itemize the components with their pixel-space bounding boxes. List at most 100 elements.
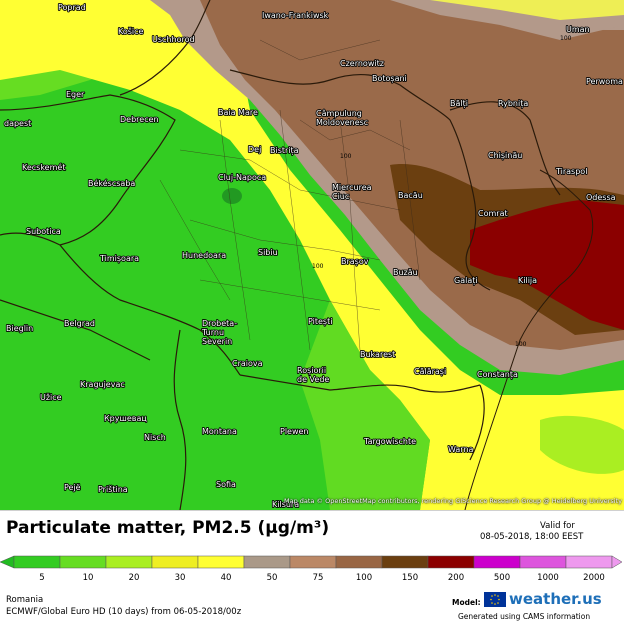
- city-label: Sofia: [216, 480, 236, 489]
- color-legend: 5102030405075100150200500100020003000: [0, 555, 623, 583]
- iso-label: 100: [515, 341, 527, 348]
- legend-swatch: [289, 555, 337, 569]
- legend-swatch: [381, 555, 429, 569]
- legend-tick-label: 500: [494, 573, 510, 583]
- legend-swatch: [473, 555, 521, 569]
- city-label: Nisch: [144, 433, 166, 442]
- city-label: Bieglin: [6, 324, 33, 333]
- legend-tick-label: 10: [83, 573, 94, 583]
- legend-swatch: [197, 555, 245, 569]
- legend-tick-label: 40: [221, 573, 232, 583]
- city-label: Chișinău: [488, 151, 522, 161]
- iso-label: 100: [340, 153, 352, 160]
- city-label: Perwoma: [586, 77, 623, 86]
- legend-tick-label: 5: [39, 573, 44, 583]
- legend-swatch: [13, 555, 61, 569]
- legend-tick-label: 100: [356, 573, 372, 583]
- valid-label: Valid for: [540, 521, 575, 531]
- city-label: Odessa: [586, 193, 616, 202]
- model-run-label: ECMWF/Global Euro HD (10 days) from 06-0…: [6, 607, 242, 617]
- legend-tick-label: 200: [448, 573, 464, 583]
- city-label: Brașov: [341, 257, 369, 267]
- legend-tick-label: 1000: [537, 573, 559, 583]
- cams-credit: Generated using CAMS information: [458, 612, 591, 621]
- city-label: Buzău: [393, 268, 418, 277]
- legend-swatch: [105, 555, 153, 569]
- city-label: Kilija: [518, 276, 537, 285]
- zone-yellow: [0, 0, 624, 510]
- city-label: Bistrița: [270, 146, 299, 156]
- iso-label: 100: [560, 35, 572, 42]
- region-label: Romania: [6, 595, 44, 605]
- city-label: Galați: [454, 276, 478, 286]
- city-label: Pitești: [308, 317, 332, 327]
- city-label: Plewen: [280, 427, 309, 436]
- city-label: Warna: [448, 445, 474, 454]
- map-attribution: Map data © OpenStreetMap contributors, r…: [284, 497, 622, 505]
- city-label: Bukarest: [360, 350, 395, 359]
- legend-tick-label: 30: [175, 573, 186, 583]
- zone-yellow-northeast: [430, 0, 624, 20]
- city-label: Targowischte: [363, 437, 416, 446]
- city-label: Belgrad: [64, 319, 95, 328]
- city-label: Câmpulung Moldovenesc: [316, 109, 368, 127]
- legend-tick-label: 20: [129, 573, 140, 583]
- brand-logo[interactable]: weather.us: [509, 590, 602, 608]
- legend-swatch: [519, 555, 567, 569]
- city-label: Subotica: [26, 227, 61, 236]
- city-label: Uman: [566, 25, 590, 34]
- coastline: [464, 169, 594, 510]
- admin-lines: [159, 39, 421, 351]
- city-label: Kecskemét: [22, 162, 65, 172]
- model-label: Model:: [452, 598, 481, 607]
- city-label: Călărași: [414, 367, 446, 377]
- zone-dark-green-spot: [222, 188, 242, 204]
- zone-light-green-south: [300, 300, 430, 510]
- legend-tick-label: 75: [313, 573, 324, 583]
- legend-swatch: [59, 555, 107, 569]
- zone-maroon: [470, 200, 624, 330]
- city-label: Užice: [40, 393, 62, 402]
- city-label: Comrat: [478, 209, 508, 218]
- map-title: Particulate matter, PM2.5 (µg/m³): [6, 518, 330, 538]
- country-borders: [0, 0, 561, 510]
- city-label: Крушевац: [104, 414, 147, 423]
- legend-swatch: [427, 555, 475, 569]
- pm25-map: 100 100 100 100 Poprad Košice Uschhorod Iwa…: [0, 0, 624, 510]
- legend-swatch: [335, 555, 383, 569]
- city-label: Bacău: [398, 191, 423, 200]
- city-label: Tiraspol: [555, 167, 587, 176]
- city-markers: Poprad Košice Uschhorod Iwano-Frankiwsk Uman…: [3, 2, 624, 510]
- city-label: Sibiu: [258, 248, 278, 257]
- city-label: Baia Mare: [218, 108, 258, 117]
- city-label: Botoșani: [372, 74, 407, 84]
- city-label: Rybnița: [498, 99, 528, 109]
- city-label: Cluj-Napoca: [218, 173, 266, 182]
- city-label: Drobeta-Turnu Severin: [201, 319, 237, 346]
- city-label: Craiova: [232, 359, 263, 368]
- iso-label: 100: [312, 263, 324, 270]
- city-label: Dej: [248, 145, 261, 154]
- zone-yellow-green-sea: [540, 415, 624, 474]
- city-label: Poprad: [58, 3, 86, 12]
- legend-tick-label: 2000: [583, 573, 605, 583]
- city-label: Eger: [66, 90, 85, 99]
- legend-arrow-left: [0, 555, 15, 569]
- legend-arrow-right: [611, 555, 623, 569]
- legend-swatch: [565, 555, 613, 569]
- city-label: Békéscsaba: [88, 178, 135, 188]
- city-label: Iwano-Frankiwsk: [262, 11, 329, 20]
- city-label: Montana: [202, 427, 237, 436]
- city-label: Czernowitz: [340, 59, 384, 68]
- city-label: Kragujevac: [80, 380, 125, 389]
- city-label: Roșiorii de Vede: [297, 366, 329, 384]
- legend-tick-label: 150: [402, 573, 418, 583]
- city-label: Hunedoara: [182, 251, 226, 260]
- legend-swatch: [243, 555, 291, 569]
- city-label: Pejë: [64, 483, 81, 492]
- legend-swatch: [151, 555, 199, 569]
- city-label: Debrecen: [120, 115, 159, 124]
- city-label: Priština: [98, 484, 128, 494]
- city-label: Kilsura: [272, 500, 299, 509]
- city-label: dapest: [4, 119, 31, 128]
